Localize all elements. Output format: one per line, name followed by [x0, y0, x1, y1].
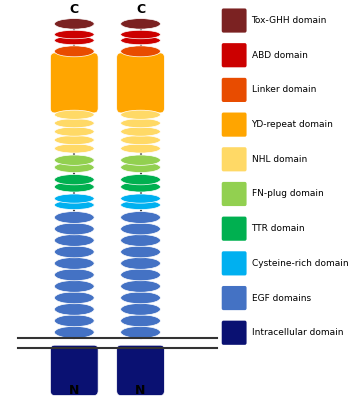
Ellipse shape: [54, 269, 94, 281]
Text: Linker domain: Linker domain: [252, 86, 316, 94]
Text: YD-repeat domain: YD-repeat domain: [252, 120, 333, 129]
Text: C: C: [70, 3, 79, 16]
Ellipse shape: [121, 234, 160, 246]
FancyBboxPatch shape: [50, 345, 98, 396]
Ellipse shape: [121, 46, 160, 57]
Ellipse shape: [121, 174, 160, 185]
Ellipse shape: [121, 223, 160, 235]
Ellipse shape: [121, 212, 160, 223]
FancyBboxPatch shape: [117, 345, 164, 396]
Ellipse shape: [54, 110, 94, 119]
Ellipse shape: [121, 326, 160, 338]
Ellipse shape: [54, 18, 94, 29]
Ellipse shape: [54, 212, 94, 223]
Text: TTR domain: TTR domain: [252, 224, 305, 233]
Ellipse shape: [54, 136, 94, 145]
FancyBboxPatch shape: [117, 53, 164, 113]
Text: Cysteine-rich domain: Cysteine-rich domain: [252, 259, 348, 268]
Ellipse shape: [54, 182, 94, 192]
FancyBboxPatch shape: [50, 53, 98, 113]
Text: N: N: [135, 384, 146, 398]
Ellipse shape: [121, 127, 160, 136]
FancyBboxPatch shape: [222, 182, 247, 206]
Ellipse shape: [54, 280, 94, 292]
Ellipse shape: [121, 30, 160, 39]
FancyBboxPatch shape: [222, 43, 247, 67]
Ellipse shape: [121, 182, 160, 192]
Ellipse shape: [54, 326, 94, 338]
Ellipse shape: [54, 162, 94, 172]
Ellipse shape: [54, 223, 94, 235]
Ellipse shape: [54, 292, 94, 304]
Ellipse shape: [54, 155, 94, 165]
Ellipse shape: [121, 269, 160, 281]
Text: EGF domains: EGF domains: [252, 294, 311, 302]
Ellipse shape: [54, 315, 94, 327]
Ellipse shape: [54, 119, 94, 128]
Ellipse shape: [54, 303, 94, 315]
Ellipse shape: [121, 303, 160, 315]
Ellipse shape: [121, 155, 160, 165]
FancyBboxPatch shape: [222, 321, 247, 345]
Ellipse shape: [121, 119, 160, 128]
Ellipse shape: [121, 315, 160, 327]
Ellipse shape: [121, 200, 160, 210]
Text: Intracellular domain: Intracellular domain: [252, 328, 343, 337]
Ellipse shape: [54, 144, 94, 153]
FancyBboxPatch shape: [222, 78, 247, 102]
Ellipse shape: [121, 136, 160, 145]
FancyBboxPatch shape: [222, 251, 247, 276]
Text: N: N: [69, 384, 80, 398]
Ellipse shape: [54, 200, 94, 210]
Ellipse shape: [121, 246, 160, 258]
Ellipse shape: [54, 174, 94, 185]
Text: Tox-GHH domain: Tox-GHH domain: [252, 16, 327, 25]
Ellipse shape: [121, 110, 160, 119]
Ellipse shape: [121, 258, 160, 269]
Text: ABD domain: ABD domain: [252, 51, 307, 60]
Ellipse shape: [54, 30, 94, 39]
FancyBboxPatch shape: [222, 216, 247, 241]
Ellipse shape: [54, 234, 94, 246]
Text: FN-plug domain: FN-plug domain: [252, 190, 323, 198]
Ellipse shape: [121, 162, 160, 172]
FancyBboxPatch shape: [222, 8, 247, 33]
Text: C: C: [136, 3, 145, 16]
Ellipse shape: [121, 144, 160, 153]
Ellipse shape: [121, 36, 160, 45]
Ellipse shape: [121, 292, 160, 304]
Ellipse shape: [54, 194, 94, 203]
Ellipse shape: [54, 127, 94, 136]
FancyBboxPatch shape: [222, 286, 247, 310]
Ellipse shape: [121, 280, 160, 292]
Text: NHL domain: NHL domain: [252, 155, 307, 164]
Ellipse shape: [54, 46, 94, 57]
Ellipse shape: [121, 194, 160, 203]
FancyBboxPatch shape: [222, 147, 247, 171]
FancyBboxPatch shape: [222, 112, 247, 137]
Ellipse shape: [54, 36, 94, 45]
Ellipse shape: [54, 258, 94, 269]
Ellipse shape: [121, 18, 160, 29]
Ellipse shape: [54, 246, 94, 258]
